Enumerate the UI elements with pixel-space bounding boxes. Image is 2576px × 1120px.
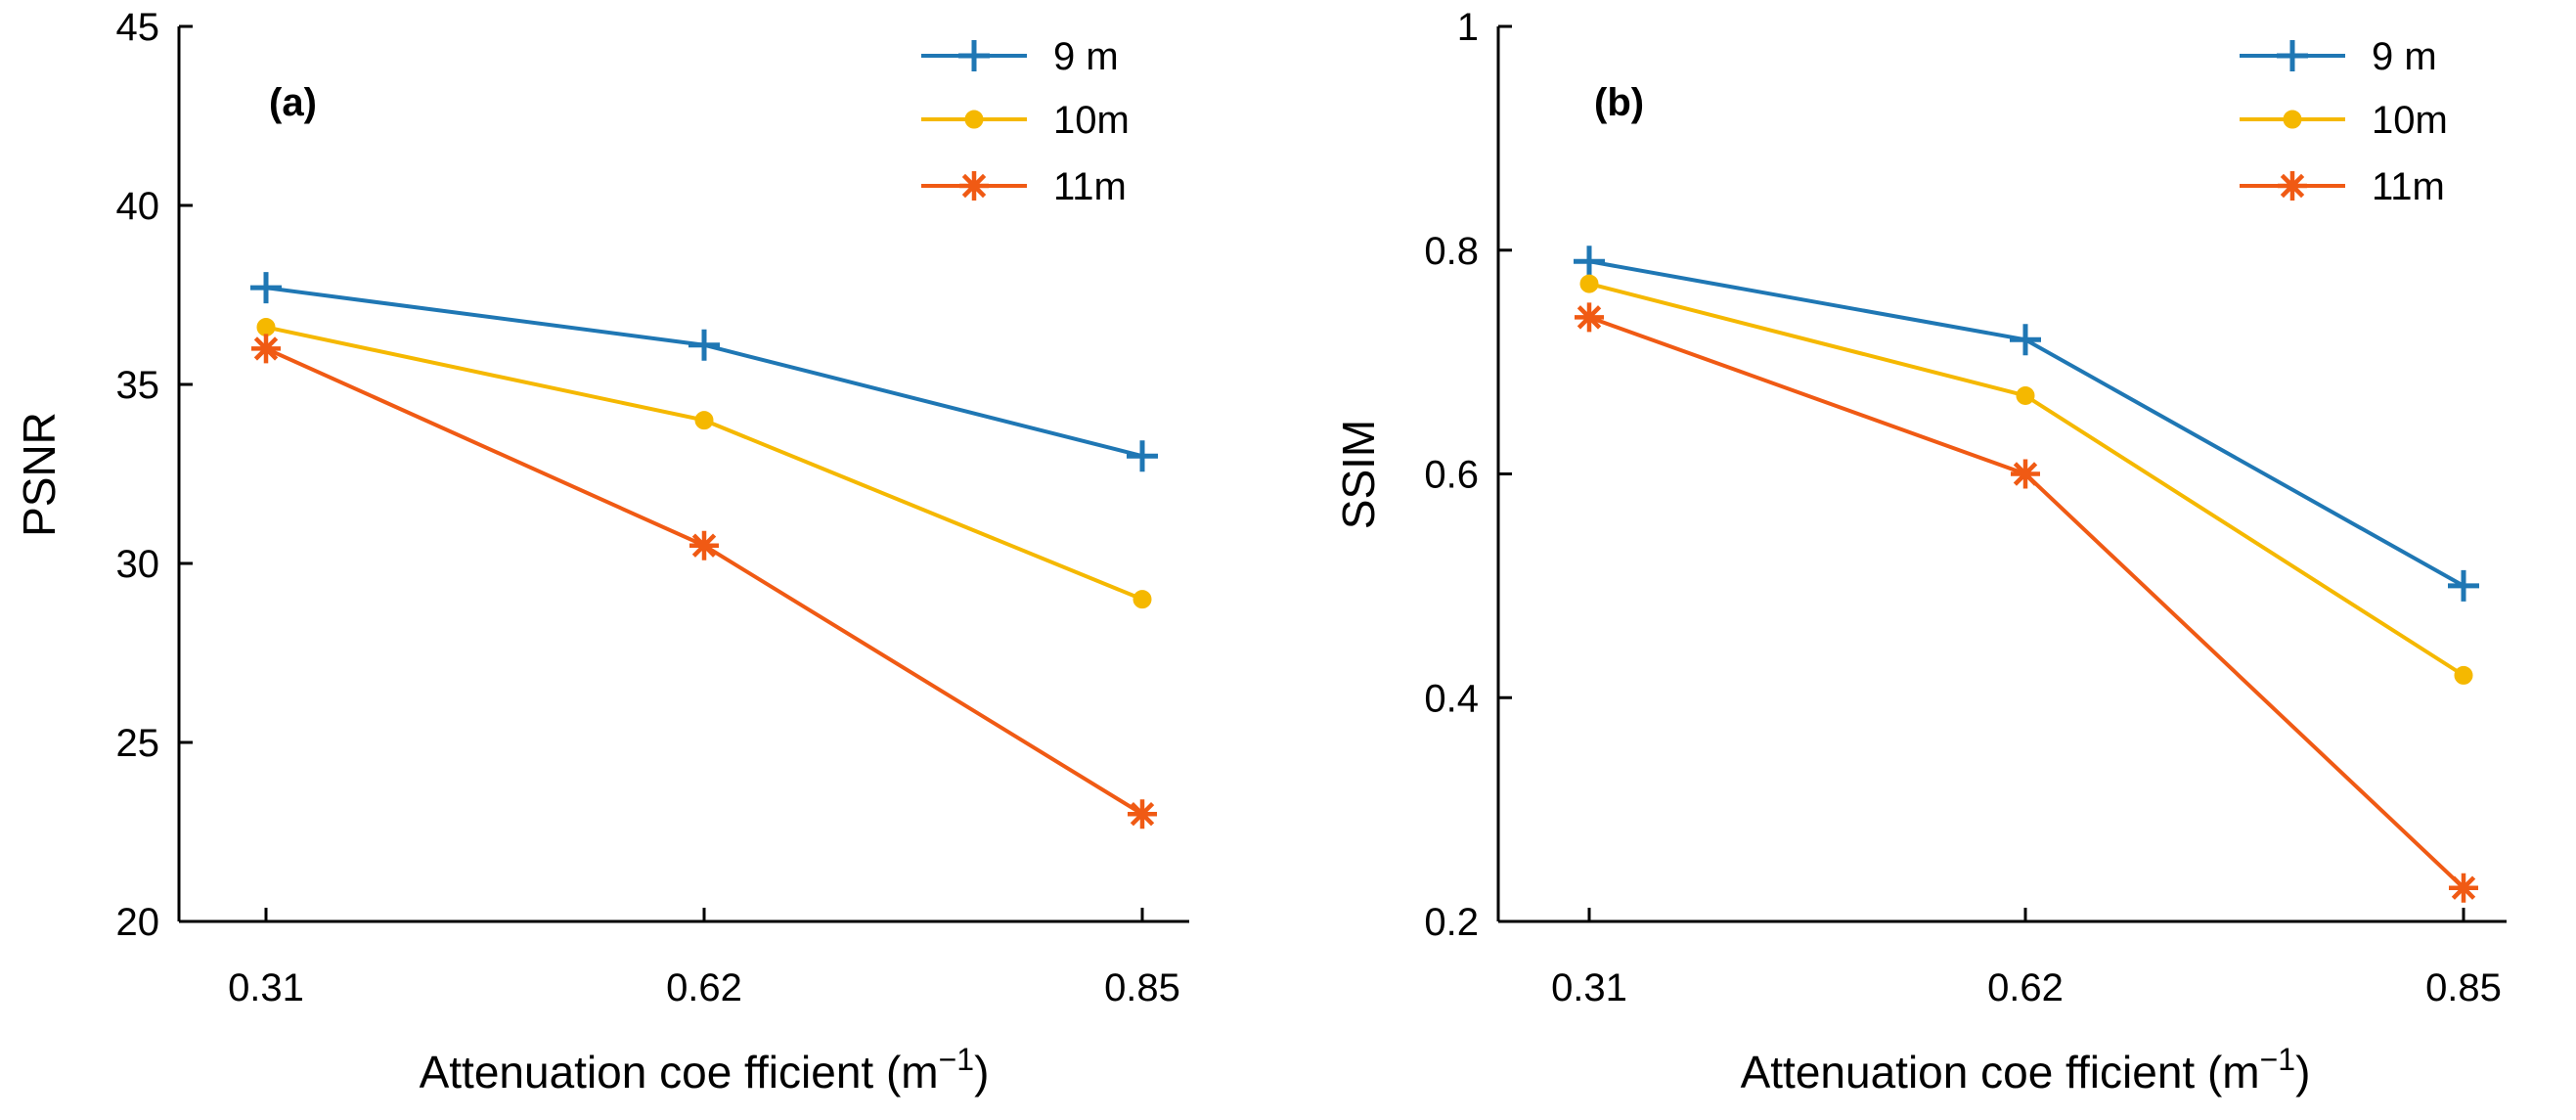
legend-marker: [2278, 171, 2307, 201]
legend-label: 11m: [1053, 165, 1127, 208]
data-point-10m: [2454, 665, 2473, 685]
legend-marker: [964, 110, 984, 129]
x-axis-label-main: Attenuation coe fficient (m: [420, 1047, 939, 1098]
y-tick-label: 40: [116, 185, 160, 228]
x-axis-label: Attenuation coe fficient (m−1): [1741, 1042, 2311, 1098]
legend-label: 10m: [2372, 99, 2448, 142]
x-tick-label: 0.62: [666, 966, 742, 1009]
panel-label: (b): [1594, 81, 1644, 124]
legend-label: 10m: [1053, 99, 1130, 142]
y-axis-label: SSIM: [1333, 420, 1384, 529]
data-point-11m: [251, 334, 281, 364]
data-point-9m: [2010, 324, 2041, 356]
data-point-11m: [1575, 302, 1604, 333]
x-axis-label-superscript: −1: [2260, 1042, 2295, 1077]
data-point-9m: [250, 272, 282, 304]
y-tick-label: 1: [1457, 6, 1479, 49]
panel-b: 0.2 0.4 0.6 0.8 1 0.31 0.62 0.85 SSIM Attenuation…: [1333, 6, 2507, 1098]
x-axis-label-superscript: −1: [939, 1042, 974, 1077]
y-tick-label: 30: [116, 543, 160, 586]
x-axis-label-close: ): [974, 1047, 989, 1098]
panel-a: 20 25 30 35 40 45 0.31 0.62 0.85 PSNR Attenuation …: [14, 6, 1189, 1098]
x-tick-label: 0.85: [2425, 966, 2502, 1009]
legend-marker: [2283, 110, 2302, 129]
panel-label: (a): [269, 81, 317, 124]
y-tick-label: 0.4: [1424, 677, 1479, 720]
data-point-11m: [1128, 799, 1157, 829]
legend-label: 9 m: [2372, 35, 2437, 78]
x-tick-label: 0.85: [1104, 966, 1180, 1009]
data-point-9m: [1574, 246, 1605, 278]
data-point-11m: [2011, 459, 2040, 489]
data-point-11m: [689, 530, 719, 560]
data-point-10m: [694, 411, 714, 430]
data-point-10m: [2016, 385, 2035, 405]
series-line-9m: [265, 286, 1143, 459]
legend-marker: [2277, 40, 2308, 71]
x-axis-label-main: Attenuation coe fficient (m: [1741, 1047, 2260, 1098]
legend-marker: [958, 40, 990, 71]
y-tick-label: 20: [116, 901, 160, 944]
y-axis-label: PSNR: [14, 412, 65, 537]
x-axis-label-close: ): [2295, 1047, 2310, 1098]
y-tick-label: 0.2: [1424, 901, 1479, 944]
series-line-9m: [1588, 259, 2465, 588]
data-point-9m: [2448, 569, 2479, 602]
data-point-9m: [1127, 440, 1158, 472]
data-point-11m: [2449, 873, 2478, 903]
x-tick-label: 0.31: [1551, 966, 1627, 1009]
legend-label: 11m: [2372, 165, 2445, 208]
x-axis-label: Attenuation coe fficient (m−1): [420, 1042, 990, 1098]
data-point-10m: [1579, 274, 1599, 293]
legend-marker: [959, 171, 989, 201]
y-tick-label: 0.6: [1424, 454, 1479, 497]
x-tick-label: 0.62: [1987, 966, 2064, 1009]
data-point-9m: [688, 329, 720, 361]
x-tick-label: 0.31: [228, 966, 304, 1009]
data-point-10m: [256, 317, 276, 336]
y-tick-label: 0.8: [1424, 230, 1479, 273]
y-tick-label: 35: [116, 364, 160, 407]
data-point-10m: [1133, 590, 1152, 609]
y-tick-label: 25: [116, 722, 160, 765]
legend-label: 9 m: [1053, 35, 1119, 78]
y-tick-label: 45: [116, 6, 160, 49]
